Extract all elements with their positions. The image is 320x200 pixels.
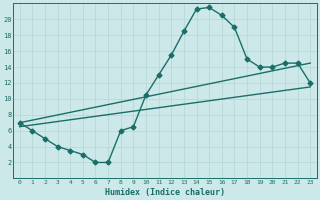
X-axis label: Humidex (Indice chaleur): Humidex (Indice chaleur): [105, 188, 225, 197]
